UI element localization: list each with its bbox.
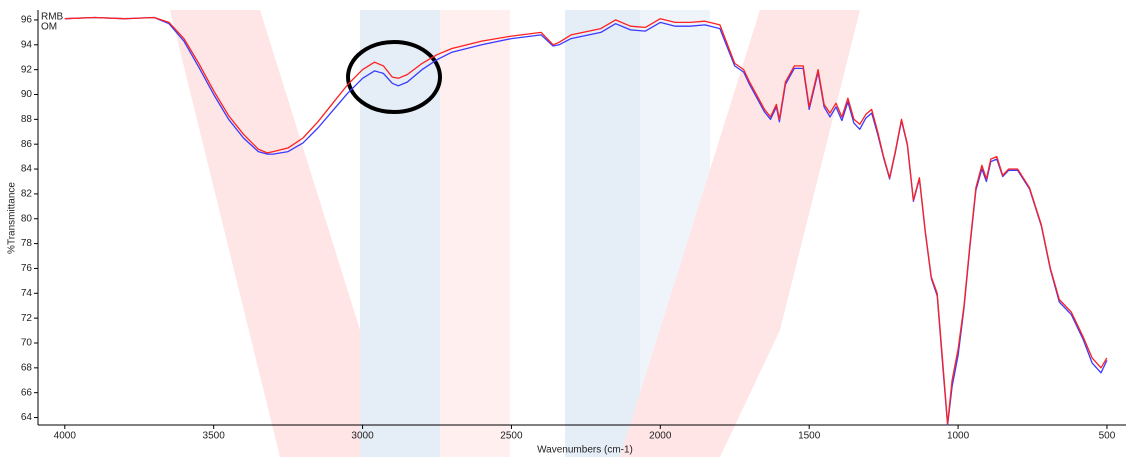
y-tick-label: 82: [21, 189, 33, 200]
x-tick-label: 1000: [947, 431, 970, 442]
y-tick-label: 92: [21, 64, 33, 75]
y-tick-label: 72: [21, 313, 33, 324]
y-tick-label: 76: [21, 263, 33, 274]
x-axis-title: Wavenumbers (cm-1): [537, 445, 633, 456]
y-tick-label: 74: [21, 288, 33, 299]
x-tick-label: 3000: [351, 431, 374, 442]
x-tick-label: 3500: [203, 431, 226, 442]
y-tick-label: 94: [21, 39, 33, 50]
x-tick-label: 2000: [649, 431, 672, 442]
legend-label: RMB: [41, 12, 64, 23]
y-tick-label: 64: [21, 412, 33, 423]
y-tick-label: 88: [21, 114, 33, 125]
y-tick-label: 68: [21, 362, 33, 373]
y-axis-title: %Transmittance: [7, 182, 18, 254]
y-tick-label: 70: [21, 338, 33, 349]
highlight-circle: [346, 40, 442, 114]
y-tick-label: 90: [21, 89, 33, 100]
y-tick-label: 66: [21, 387, 33, 398]
watermark: [170, 10, 860, 457]
y-tick-label: 86: [21, 139, 33, 150]
x-tick-label: 500: [1099, 431, 1116, 442]
y-tick-label: 78: [21, 238, 33, 249]
spectrum-line: [64, 16, 1108, 425]
x-tick-label: 4000: [54, 431, 77, 442]
legend-label: OM: [41, 22, 57, 33]
y-tick-label: 80: [21, 213, 33, 224]
y-tick-label: 84: [21, 164, 33, 175]
y-tick-label: 96: [21, 15, 33, 26]
x-tick-label: 1500: [798, 431, 821, 442]
x-tick-label: 2500: [500, 431, 523, 442]
